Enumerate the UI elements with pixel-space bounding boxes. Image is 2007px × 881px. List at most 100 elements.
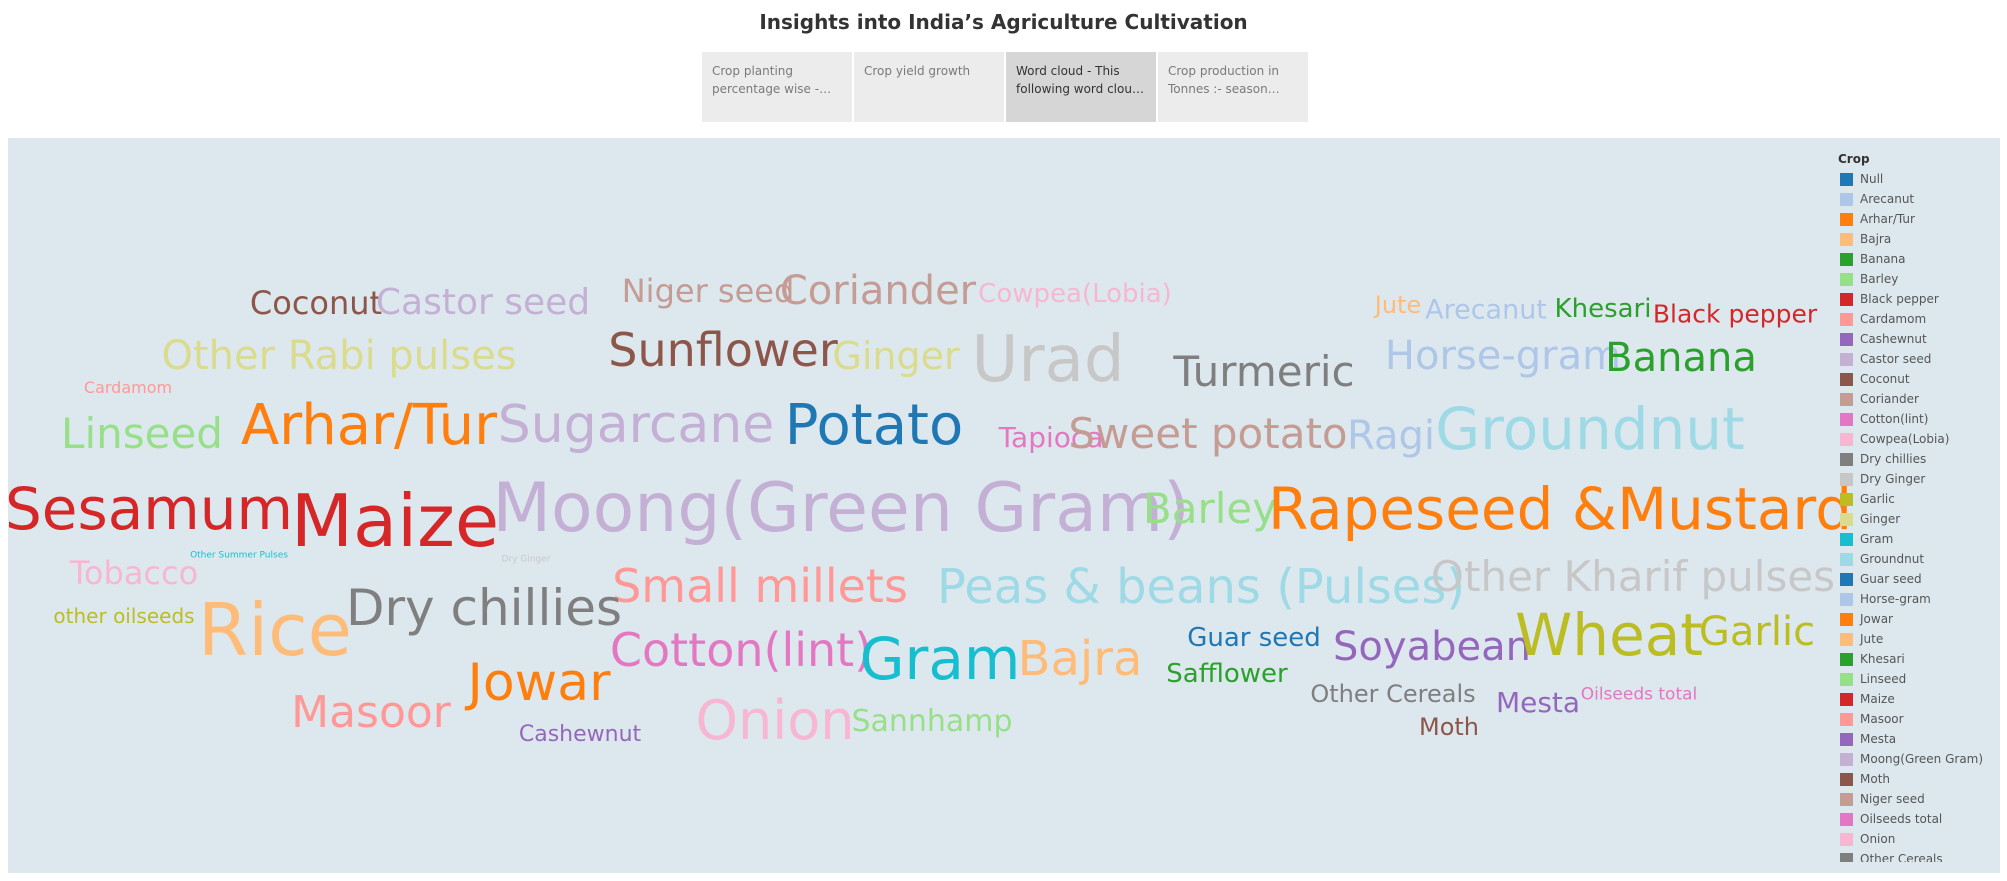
legend-item[interactable]: Niger seed <box>1838 789 1998 809</box>
word-moong-green-gram[interactable]: Moong(Green Gram) <box>492 469 1190 548</box>
legend-swatch <box>1840 632 1853 646</box>
legend-label: Niger seed <box>1860 792 1925 806</box>
word-other-oilseeds[interactable]: other oilseeds <box>53 604 195 628</box>
word-ragi[interactable]: Ragi <box>1347 413 1435 459</box>
legend-item[interactable]: Arhar/Tur <box>1838 209 1998 229</box>
legend-item[interactable]: Masoor <box>1838 709 1998 729</box>
word-arecanut[interactable]: Arecanut <box>1425 294 1547 326</box>
word-barley[interactable]: Barley <box>1142 484 1278 533</box>
legend-item[interactable]: Null <box>1838 169 1998 189</box>
word-oilseeds-total[interactable]: Oilseeds total <box>1580 684 1698 705</box>
word-garlic[interactable]: Garlic <box>1698 609 1816 655</box>
word-rice[interactable]: Rice <box>198 588 352 672</box>
legend-item[interactable]: Black pepper <box>1838 289 1998 309</box>
legend-item[interactable]: Mesta <box>1838 729 1998 749</box>
word-castor-seed[interactable]: Castor seed <box>375 282 591 323</box>
word-sunflower[interactable]: Sunflower <box>608 323 838 377</box>
legend-item[interactable]: Jowar <box>1838 609 1998 629</box>
legend-label: Moong(Green Gram) <box>1860 752 1984 766</box>
word-jowar[interactable]: Jowar <box>467 653 611 713</box>
legend-item[interactable]: Horse-gram <box>1838 589 1998 609</box>
word-potato[interactable]: Potato <box>784 393 964 458</box>
legend-item[interactable]: Gram <box>1838 529 1998 549</box>
word-cardamom[interactable]: Cardamom <box>83 378 173 397</box>
legend-item[interactable]: Moong(Green Gram) <box>1838 749 1998 769</box>
word-jute[interactable]: Jute <box>1374 291 1422 319</box>
word-arhar-tur[interactable]: Arhar/Tur <box>240 393 498 458</box>
word-coriander[interactable]: Coriander <box>779 268 977 314</box>
word-black-pepper[interactable]: Black pepper <box>1652 299 1818 329</box>
word-coconut[interactable]: Coconut <box>249 284 383 322</box>
legend-item[interactable]: Linseed <box>1838 669 1998 689</box>
legend-item[interactable]: Cotton(lint) <box>1838 409 1998 429</box>
legend-item[interactable]: Garlic <box>1838 489 1998 509</box>
word-onion[interactable]: Onion <box>695 689 855 752</box>
legend-item[interactable]: Dry Ginger <box>1838 469 1998 489</box>
tab-crop-production-season[interactable]: Crop production in Tonnes :- season wise… <box>1158 52 1308 122</box>
legend-item[interactable]: Maize <box>1838 689 1998 709</box>
word-sugarcane[interactable]: Sugarcane <box>497 395 775 455</box>
word-banana[interactable]: Banana <box>1605 335 1757 381</box>
legend-label: Jowar <box>1860 612 1893 626</box>
legend-item[interactable]: Bajra <box>1838 229 1998 249</box>
word-mesta[interactable]: Mesta <box>1495 686 1581 719</box>
word-dry-chillies[interactable]: Dry chillies <box>345 579 623 637</box>
word-other-cereals[interactable]: Other Cereals <box>1310 680 1476 708</box>
word-groundnut[interactable]: Groundnut <box>1435 395 1745 463</box>
tab-crop-planting-percentage[interactable]: Crop planting percentage wise - This fol… <box>702 52 852 122</box>
word-sannhamp[interactable]: Sannhamp <box>851 704 1013 739</box>
word-niger-seed[interactable]: Niger seed <box>621 272 795 310</box>
legend-swatch <box>1840 372 1853 386</box>
legend-item[interactable]: Cashewnut <box>1838 329 1998 349</box>
word-bajra[interactable]: Bajra <box>1017 631 1143 687</box>
word-moth[interactable]: Moth <box>1418 713 1480 741</box>
legend-item[interactable]: Cowpea(Lobia) <box>1838 429 1998 449</box>
word-other-kharif-pulses[interactable]: Other Kharif pulses <box>1430 552 1836 601</box>
word-guar-seed[interactable]: Guar seed <box>1187 623 1321 653</box>
legend-item[interactable]: Groundnut <box>1838 549 1998 569</box>
word-other-rabi-pulses[interactable]: Other Rabi pulses <box>161 333 517 379</box>
legend-item[interactable]: Dry chillies <box>1838 449 1998 469</box>
word-gram[interactable]: Gram <box>859 625 1021 693</box>
legend-item[interactable]: Other Cereals <box>1838 849 1998 862</box>
legend-item[interactable]: Barley <box>1838 269 1998 289</box>
word-cashewnut[interactable]: Cashewnut <box>518 722 642 747</box>
legend-item[interactable]: Coconut <box>1838 369 1998 389</box>
word-other-summer-pulses[interactable]: Other Summer Pulses <box>190 550 288 561</box>
word-linseed[interactable]: Linseed <box>61 409 223 458</box>
word-sweet-potato[interactable]: Sweet potato <box>1068 409 1348 458</box>
legend-item[interactable]: Ginger <box>1838 509 1998 529</box>
legend-item[interactable]: Onion <box>1838 829 1998 849</box>
word-dry-ginger[interactable]: Dry Ginger <box>501 554 551 565</box>
legend-item[interactable]: Cardamom <box>1838 309 1998 329</box>
word-cowpea-lobia[interactable]: Cowpea(Lobia) <box>978 279 1172 309</box>
word-khesari[interactable]: Khesari <box>1554 294 1652 324</box>
tab-word-cloud[interactable]: Word cloud - This following word cloud s… <box>1006 52 1156 122</box>
word-soyabean[interactable]: Soyabean <box>1333 624 1531 670</box>
word-turmeric[interactable]: Turmeric <box>1173 347 1355 396</box>
word-masoor[interactable]: Masoor <box>291 687 451 738</box>
legend-item[interactable]: Moth <box>1838 769 1998 789</box>
word-small-millets[interactable]: Small millets <box>612 559 908 613</box>
legend-item[interactable]: Khesari <box>1838 649 1998 669</box>
legend-item[interactable]: Arecanut <box>1838 189 1998 209</box>
legend-item[interactable]: Jute <box>1838 629 1998 649</box>
word-tapioca[interactable]: Tapioca <box>998 421 1104 454</box>
word-wheat[interactable]: Wheat <box>1514 601 1704 669</box>
word-safflower[interactable]: Safflower <box>1166 659 1288 689</box>
word-tobacco[interactable]: Tobacco <box>69 554 199 592</box>
word-maize[interactable]: Maize <box>290 479 500 563</box>
word-peas-beans-pulses[interactable]: Peas & beans (Pulses) <box>936 559 1466 615</box>
word-cotton-lint[interactable]: Cotton(lint) <box>609 623 873 677</box>
word-urad[interactable]: Urad <box>971 323 1125 397</box>
word-ginger[interactable]: Ginger <box>832 334 960 378</box>
word-rapeseed-mustard[interactable]: Rapeseed &Mustard <box>1267 475 1853 543</box>
legend-item[interactable]: Oilseeds total <box>1838 809 1998 829</box>
word-horse-gram[interactable]: Horse-gram <box>1384 333 1622 379</box>
legend-item[interactable]: Castor seed <box>1838 349 1998 369</box>
legend-item[interactable]: Guar seed <box>1838 569 1998 589</box>
word-sesamum[interactable]: Sesamum <box>4 475 294 543</box>
legend-item[interactable]: Banana <box>1838 249 1998 269</box>
tab-crop-yield-growth[interactable]: Crop yield growth <box>854 52 1004 122</box>
legend-item[interactable]: Coriander <box>1838 389 1998 409</box>
